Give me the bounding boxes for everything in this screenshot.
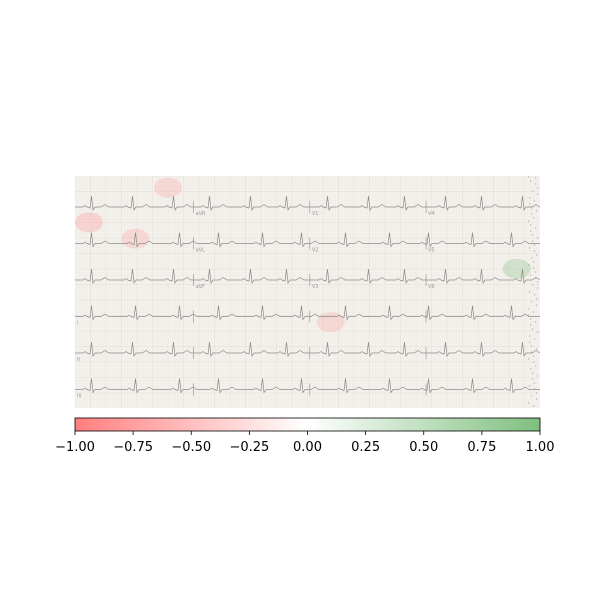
attribution-hotspots — [75, 177, 531, 333]
colorbar-ticks: −1.00 −0.75 −0.50 −0.25 0.00 0.25 0.50 0.75 1.00 — [55, 431, 554, 455]
colorbar-tick-label: 0.25 — [351, 440, 380, 455]
ecg-lead-label: III — [77, 394, 81, 400]
ecg-trace-row — [75, 232, 540, 248]
ecg-trace-row — [75, 195, 540, 211]
colorbar-tick-label: 0.50 — [409, 440, 438, 455]
colorbar-tick-label: 1.00 — [526, 440, 555, 455]
colorbar-tick-label: −0.75 — [113, 440, 153, 455]
attribution-hotspot — [154, 177, 182, 198]
ecg-lead-label: V1 — [312, 211, 319, 217]
colorbar-tick-label: −0.25 — [229, 440, 269, 455]
attribution-hotspot — [121, 228, 150, 249]
ecg-trace-row — [75, 341, 540, 357]
ecg-lead-label: aVF — [196, 284, 205, 290]
colorbar: −1.00 −0.75 −0.50 −0.25 0.00 0.25 0.50 0.75 1.00 — [55, 417, 554, 455]
ecg-lead-label: V4 — [428, 211, 435, 217]
ecg-grid — [75, 176, 540, 408]
ecg-lead-label: I — [77, 321, 78, 327]
attribution-hotspot — [502, 258, 531, 279]
ecg-lead-label: V2 — [312, 248, 319, 254]
ecg-lead-label: aVL — [196, 248, 205, 254]
colorbar-tick-label: −1.00 — [55, 440, 95, 455]
attribution-hotspot — [75, 212, 103, 233]
ecg-lead-label: V5 — [428, 248, 435, 254]
ecg-lead-label: aVR — [196, 211, 206, 217]
ecg-trace-row — [75, 268, 540, 284]
ecg-lead-label: V6 — [428, 284, 435, 290]
ecg-trace-row — [75, 378, 540, 394]
ecg-lead-label: V3 — [312, 284, 319, 290]
colorbar-gradient — [74, 417, 541, 432]
attribution-hotspot — [316, 312, 345, 333]
ecg-traces — [75, 176, 540, 407]
colorbar-tick-label: −0.50 — [171, 440, 211, 455]
ecg-lead-label: II — [77, 357, 80, 363]
colorbar-tick-label: 0.00 — [293, 440, 322, 455]
ecg-trace-row — [75, 305, 540, 321]
colorbar-tick-label: 0.75 — [467, 440, 496, 455]
